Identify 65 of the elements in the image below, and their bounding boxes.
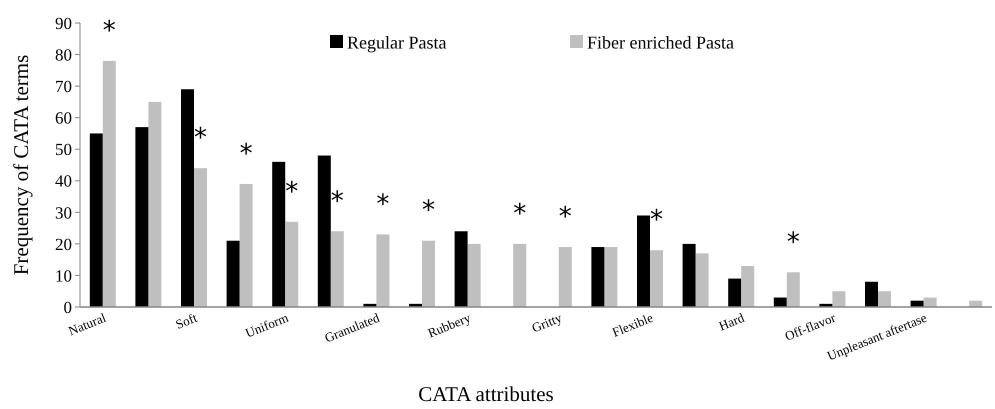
bar	[226, 240, 240, 307]
bar	[513, 244, 526, 307]
data-label: *	[194, 123, 207, 154]
bar	[774, 298, 787, 307]
bar	[832, 291, 846, 307]
bar	[558, 247, 572, 307]
y-tick-label: 30	[55, 203, 72, 222]
data-label: *	[786, 227, 800, 258]
data-label: *	[376, 189, 390, 220]
bar	[637, 215, 650, 307]
x-tick-label: Hard	[716, 310, 747, 334]
bar	[696, 253, 709, 307]
legend-label: Fiber enriched Pasta	[587, 32, 734, 52]
x-tick-label: Rubbery	[426, 310, 474, 341]
y-tick-label: 50	[55, 140, 72, 160]
bar	[650, 250, 663, 307]
y-tick-label: 10	[55, 266, 72, 286]
bar	[240, 184, 253, 307]
data-label: *	[240, 138, 253, 169]
y-tick-label: 20	[55, 234, 72, 254]
bar	[468, 244, 481, 307]
bar	[135, 127, 148, 307]
data-label: *	[558, 202, 572, 232]
bar	[318, 156, 331, 307]
y-tick-label: 90	[55, 14, 72, 33]
y-tick-label: 0	[64, 298, 72, 317]
bar	[924, 298, 937, 307]
data-label: *	[650, 205, 663, 236]
data-label: *	[422, 196, 435, 226]
bar	[90, 133, 103, 307]
bar	[591, 247, 604, 307]
legend-label: Regular Pasta	[347, 32, 446, 52]
y-tick-label: 60	[55, 108, 72, 128]
x-tick-label: Gritty	[530, 310, 564, 336]
data-label: *	[102, 16, 116, 46]
bar	[682, 244, 696, 307]
bar	[272, 162, 286, 307]
data-label: *	[330, 186, 344, 216]
x-axis-title: CATA attributes	[418, 382, 554, 406]
bar	[422, 240, 435, 307]
bar	[454, 231, 468, 307]
data-label: *	[513, 198, 526, 229]
bar	[102, 60, 116, 307]
y-tick-label: 70	[55, 77, 72, 96]
bar	[728, 278, 742, 307]
y-tick-label: 80	[55, 46, 72, 65]
bar	[285, 222, 298, 307]
x-tick-label: Uniform	[243, 310, 290, 341]
y-tick-label: 40	[55, 172, 72, 191]
bar	[604, 247, 618, 307]
bar	[194, 168, 207, 307]
y-axis-title: Frequency of CATA terms	[9, 54, 33, 276]
bar	[330, 231, 344, 307]
bar	[865, 282, 878, 307]
x-tick-label: Flexible	[610, 310, 656, 340]
bar	[910, 300, 924, 307]
bar	[148, 102, 162, 307]
bar	[741, 266, 754, 307]
data-label: *	[285, 176, 298, 207]
x-tick-label: Soft	[173, 310, 200, 332]
bar	[786, 272, 800, 307]
bar	[969, 300, 982, 307]
bar	[878, 291, 891, 307]
bar	[376, 234, 390, 307]
bar	[181, 89, 194, 307]
